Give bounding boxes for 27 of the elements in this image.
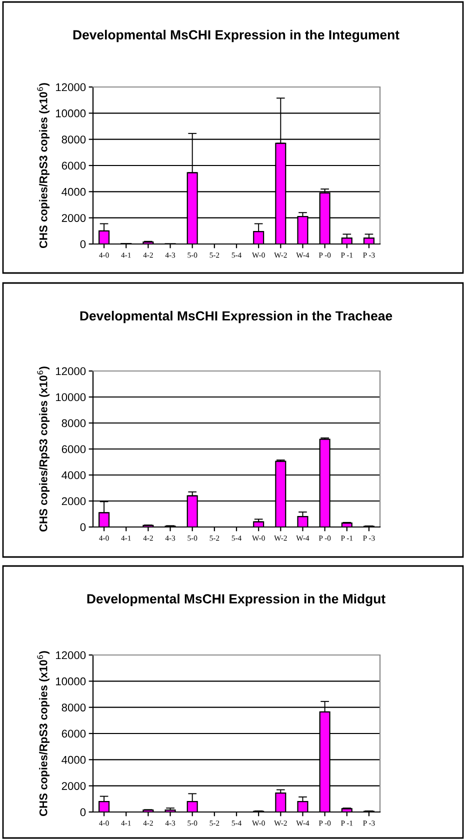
y-tick-label: 12000 <box>56 367 86 376</box>
y-axis-title: CHS copies/RpS3 copies (x10$^{6}$) <box>37 366 50 532</box>
y-tick-label: 0 <box>80 523 86 532</box>
y-tick-label: 8000 <box>62 704 86 712</box>
y-tick-label: 0 <box>80 240 86 248</box>
y-tick-label: 10000 <box>56 393 86 402</box>
y-axis-title: CHS copies/RpS3 copies (x10$^{6}$) <box>37 651 50 816</box>
y-tick-label: 6000 <box>62 162 86 170</box>
chart-title: Developmental MsCHI Expression in the Tracheae <box>80 310 392 324</box>
y-tick-label: 8000 <box>62 419 86 428</box>
y-tick-label: 4000 <box>62 188 86 196</box>
chart-title: Developmental MsCHI Expression in the Midgut <box>87 594 386 606</box>
y-tick-label: 6000 <box>62 730 86 738</box>
y-tick-label: 10000 <box>56 677 86 686</box>
chart-title: Developmental MsCHI Expression in the Integument <box>73 30 400 42</box>
y-tick-label: 10000 <box>56 109 86 118</box>
y-tick-label: 0 <box>80 808 86 816</box>
y-tick-label: 4000 <box>62 756 86 764</box>
y-tick-label: 4000 <box>62 471 86 480</box>
y-tick-label: 2000 <box>62 782 86 790</box>
y-tick-label: 8000 <box>62 136 86 144</box>
y-tick-label: 2000 <box>62 497 86 506</box>
y-axis-title: CHS copies/RpS3 copies (x10$^{6}$) <box>37 83 50 248</box>
y-tick-label: 2000 <box>62 214 86 222</box>
y-tick-label: 12000 <box>56 83 86 92</box>
y-tick-label: 12000 <box>56 651 86 660</box>
y-tick-label: 6000 <box>62 445 86 454</box>
